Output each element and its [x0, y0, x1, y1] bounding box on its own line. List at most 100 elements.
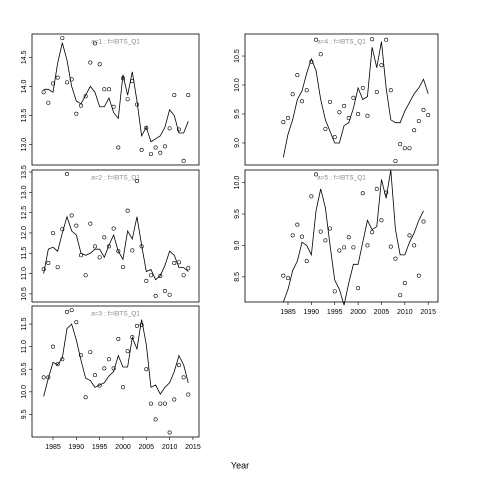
- point: [356, 286, 361, 291]
- point: [167, 126, 172, 131]
- point: [64, 80, 69, 85]
- point: [120, 385, 125, 390]
- x-tick-label: 2015: [420, 309, 436, 316]
- y-tick-label: 8.5: [234, 272, 241, 282]
- fit-line: [282, 41, 429, 158]
- y-tick-label: 10.5: [21, 362, 28, 376]
- point: [300, 234, 305, 239]
- point: [125, 208, 130, 213]
- point: [134, 178, 139, 183]
- point: [74, 223, 79, 228]
- x-tick-label: 1990: [69, 444, 85, 451]
- point: [162, 289, 167, 294]
- point: [379, 63, 384, 68]
- point: [111, 226, 116, 231]
- point: [97, 255, 102, 260]
- y-tick-label: 10.0: [234, 176, 241, 190]
- point: [384, 37, 389, 42]
- y-tick-label: 13.5: [21, 165, 28, 179]
- point: [102, 87, 107, 92]
- point: [181, 375, 186, 380]
- point: [351, 95, 356, 100]
- point: [41, 375, 46, 380]
- y-tick-label: 10.5: [234, 49, 241, 63]
- point: [158, 401, 163, 406]
- y-tick-label: 14.0: [21, 79, 28, 93]
- point: [332, 289, 337, 294]
- panel-title: a=3 : f=IBTS_Q1: [91, 311, 140, 318]
- x-tick-label: 2000: [115, 444, 131, 451]
- point: [153, 417, 158, 422]
- y-tick-label: 13.5: [21, 109, 28, 123]
- y-tick-label: 10.5: [21, 287, 28, 301]
- point: [370, 37, 375, 42]
- point: [144, 367, 149, 372]
- point: [162, 401, 167, 406]
- point: [130, 248, 135, 253]
- point: [144, 125, 149, 130]
- y-tick-label: 10.0: [21, 385, 28, 399]
- point: [158, 274, 163, 279]
- point: [393, 158, 398, 163]
- point: [346, 235, 351, 240]
- y-tick-label: 10.0: [234, 78, 241, 92]
- point: [186, 266, 191, 271]
- point: [102, 235, 107, 240]
- point: [314, 37, 319, 42]
- point: [388, 244, 393, 249]
- point: [290, 92, 295, 97]
- point: [148, 151, 153, 156]
- point: [120, 265, 125, 270]
- point: [393, 256, 398, 261]
- point: [144, 278, 149, 283]
- point: [69, 213, 74, 218]
- point: [60, 227, 65, 232]
- point: [356, 111, 361, 116]
- point: [153, 145, 158, 150]
- point: [50, 230, 55, 235]
- y-tick-label: 11.5: [21, 317, 28, 330]
- point: [314, 172, 319, 177]
- x-tick-label: 2015: [185, 444, 201, 451]
- point: [337, 110, 342, 115]
- point: [88, 221, 93, 226]
- point: [134, 323, 139, 328]
- point: [318, 229, 323, 234]
- point: [60, 36, 65, 41]
- point: [167, 292, 172, 297]
- point: [328, 99, 333, 104]
- panel-title: a=5 : f=IBTS_Q1: [317, 175, 366, 182]
- point: [83, 395, 88, 400]
- point: [116, 249, 121, 254]
- point: [421, 219, 426, 224]
- point: [102, 366, 107, 371]
- point: [172, 397, 177, 402]
- y-tick-label: 9.5: [21, 409, 28, 419]
- point: [172, 93, 177, 98]
- panel-title: a=2 : f=IBTS_Q1: [91, 175, 140, 182]
- point: [69, 308, 74, 313]
- panel-title: a=4 : f=IBTS_Q1: [317, 39, 366, 46]
- point: [148, 401, 153, 406]
- point: [360, 85, 365, 90]
- x-tick-label: 1985: [280, 309, 296, 316]
- panel-frame: [31, 33, 200, 166]
- point: [300, 99, 305, 104]
- point: [407, 146, 412, 151]
- point: [139, 147, 144, 152]
- point: [181, 158, 186, 163]
- point: [88, 350, 93, 355]
- point: [285, 116, 290, 121]
- point: [426, 113, 431, 118]
- fit-line: [43, 42, 189, 143]
- point: [46, 261, 51, 266]
- y-tick-label: 11.0: [21, 340, 28, 353]
- point: [365, 113, 370, 118]
- point: [388, 88, 393, 93]
- point: [148, 273, 153, 278]
- point: [83, 273, 88, 278]
- point: [116, 145, 121, 150]
- point: [416, 118, 421, 123]
- x-axis-label: Year: [231, 460, 249, 470]
- x-tick-label: 2010: [397, 309, 413, 316]
